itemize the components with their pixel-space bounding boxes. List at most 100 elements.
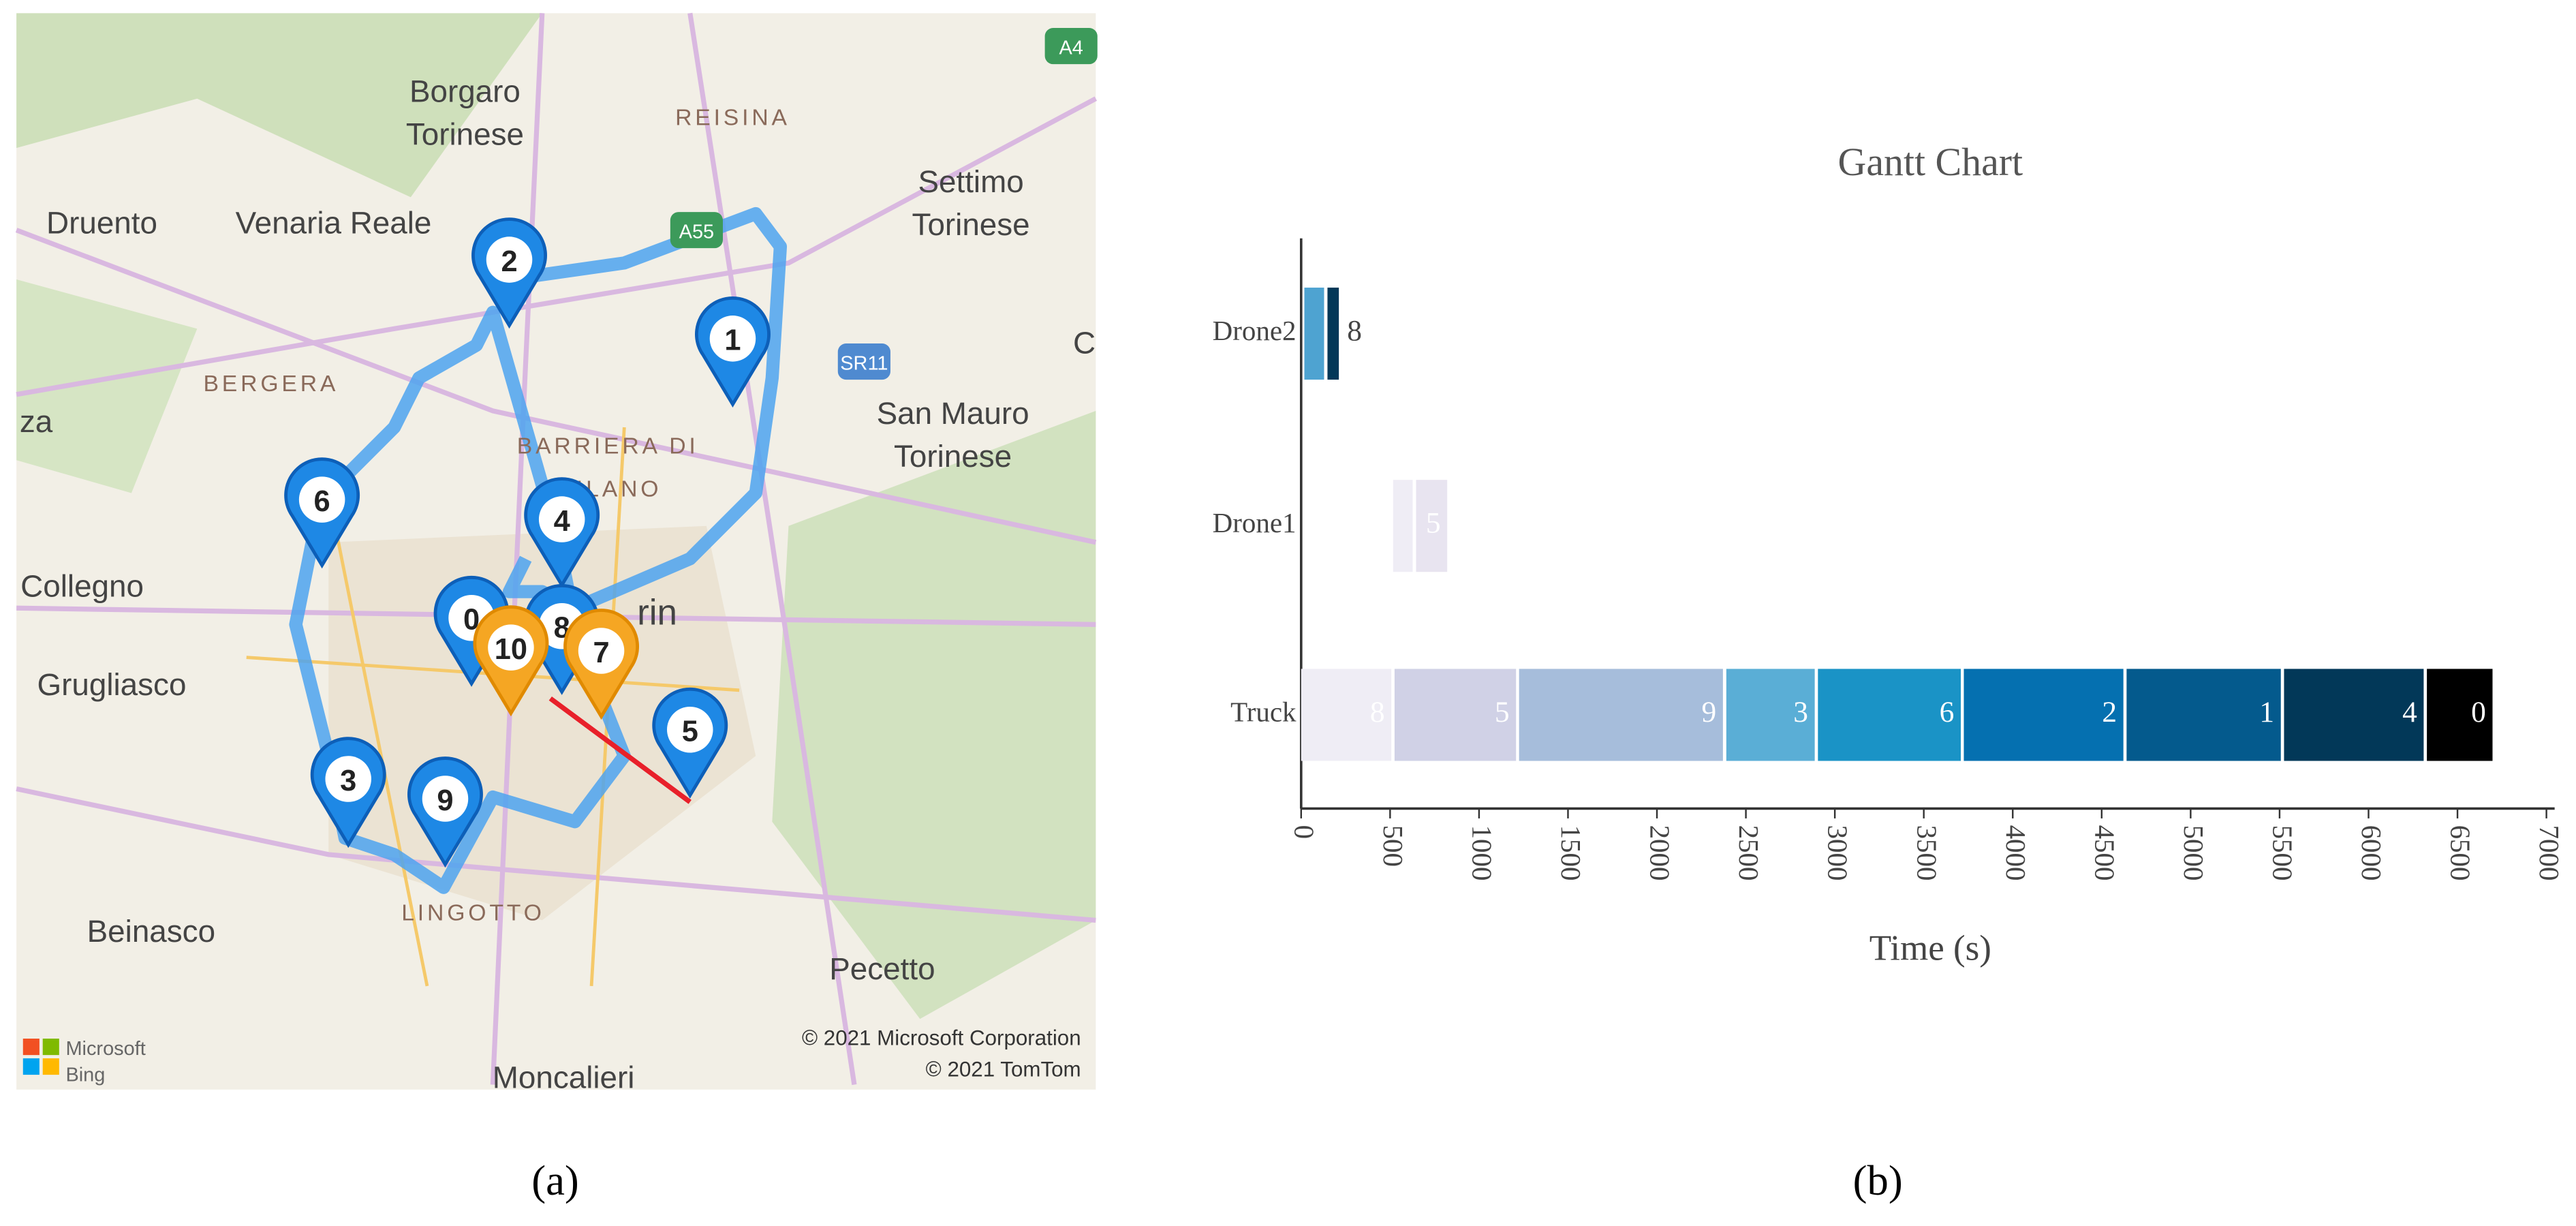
gantt-bar [1818, 669, 1961, 761]
chart-title: Gantt Chart [1838, 140, 2023, 184]
place-label: Pecetto [829, 951, 935, 986]
road-shield [670, 212, 723, 249]
place-label: BARRIERA DI [517, 433, 699, 459]
x-tick-label: 2500 [1733, 825, 1765, 881]
x-axis-label: Time (s) [1869, 928, 1991, 968]
marker-face [422, 776, 469, 822]
x-tick-label: 7000 [2534, 825, 2565, 881]
x-tick-label: 500 [1378, 825, 1409, 867]
bar-label: 2 [2102, 696, 2117, 729]
gantt-bar [1726, 669, 1815, 761]
bar-label: 3 [1793, 696, 1808, 729]
park [16, 279, 198, 493]
place-label: C [1073, 326, 1096, 361]
x-tick-label: 6000 [2356, 825, 2387, 881]
bar-label: 8 [1347, 315, 1362, 348]
place-label: Moncalieri [493, 1060, 635, 1094]
x-tick-label: 3500 [1911, 825, 1942, 881]
hills [772, 410, 1096, 1020]
road-shield [837, 343, 890, 380]
x-tick-label: 4500 [2089, 825, 2120, 881]
bar-label: 5 [1495, 696, 1510, 729]
marker-label: 7 [593, 637, 609, 669]
logo-tile [42, 1039, 59, 1056]
place-label: Borgaro [409, 74, 521, 109]
place-label: Grugliasco [37, 667, 187, 702]
marker-label: 10 [495, 633, 527, 666]
x-tick-label: 2000 [1645, 825, 1676, 881]
place-label: Collegno [20, 568, 144, 603]
place-label: San Mauro [877, 396, 1029, 431]
drone-route [548, 696, 692, 804]
x-tick-label: 5000 [2178, 825, 2209, 881]
bar-label: 8 [1370, 696, 1385, 729]
gantt-bar [2126, 669, 2281, 761]
place-label: Settimo [918, 164, 1023, 199]
x-tick-label: 4000 [2000, 825, 2032, 881]
place-label: REISINA [675, 104, 790, 130]
gantt-bar [1393, 480, 1413, 572]
place-label: rin [637, 592, 677, 632]
gantt-bar [1327, 288, 1339, 380]
marker-face [298, 476, 345, 523]
x-tick-label: 1000 [1466, 825, 1498, 881]
caption: (a) [531, 1156, 579, 1204]
x-tick-label: 1500 [1555, 825, 1587, 881]
marker-face [538, 496, 585, 542]
place-label: za [20, 404, 53, 439]
place-label: Venaria Reale [236, 205, 432, 240]
bar-label: 5 [1426, 507, 1441, 540]
park [16, 13, 542, 198]
gantt-bar [2427, 669, 2493, 761]
road-shield [1044, 28, 1098, 65]
place-label: Torinese [894, 439, 1012, 474]
logo-tile [22, 1039, 40, 1056]
x-tick-label: 5500 [2267, 825, 2299, 881]
place-label: Beinasco [87, 914, 215, 949]
gantt-bar [1964, 669, 2124, 761]
marker-label: 2 [501, 245, 517, 278]
map: Borgaro Torinese REISINA Settimo Torinese Dru… [15, 12, 1098, 1094]
x-tick-label: 0 [1288, 825, 1320, 840]
marker-face [486, 236, 533, 283]
roads [15, 12, 1098, 1086]
road-shield-label: A4 [1059, 37, 1083, 59]
place-label: Druento [46, 205, 157, 240]
place-label: LINGOTTO [401, 900, 544, 925]
place-label: Torinese [912, 207, 1030, 242]
marker-label: 9 [437, 784, 453, 817]
marker-face [667, 706, 713, 753]
gantt-bar [1416, 480, 1448, 572]
x-tick-label: 3000 [1822, 825, 1854, 881]
caption: (b) [1853, 1156, 1903, 1204]
road-shield-label: A55 [679, 221, 714, 243]
y-tick-label: Drone2 [1213, 315, 1297, 346]
place-label: BERGERA [203, 371, 339, 397]
gantt-bar [1301, 669, 1392, 761]
marker-label: 5 [682, 716, 698, 748]
logo-tile [42, 1058, 59, 1075]
logo-text: Microsoft [65, 1038, 145, 1060]
x-tick-label: 6500 [2445, 825, 2477, 881]
marker-label: 6 [314, 485, 330, 518]
y-tick-label: Drone1 [1213, 507, 1297, 538]
gantt-bar [1394, 669, 1517, 761]
place-label: Torinese [406, 117, 524, 151]
marker-face [709, 316, 756, 362]
road-shield-label: SR11 [840, 353, 888, 375]
marker-face [325, 756, 371, 802]
bar-label: 1 [2259, 696, 2274, 729]
bar-label: 9 [1702, 696, 1717, 729]
marker-label: 1 [724, 324, 741, 357]
gantt-bar [2284, 669, 2424, 761]
gantt-bar [1304, 288, 1324, 380]
marker-label: 4 [554, 505, 570, 538]
bar-label: 6 [1940, 696, 1955, 729]
logo-text: Bing [65, 1064, 105, 1086]
marker-label: 3 [340, 765, 356, 797]
y-tick-label: Truck [1230, 696, 1297, 727]
gantt-chart: Gantt Chart Time (s) 0 500 1000 1500 2000 250… [1213, 140, 2566, 968]
bar-label: 4 [2402, 696, 2417, 729]
marker-face [578, 628, 625, 674]
